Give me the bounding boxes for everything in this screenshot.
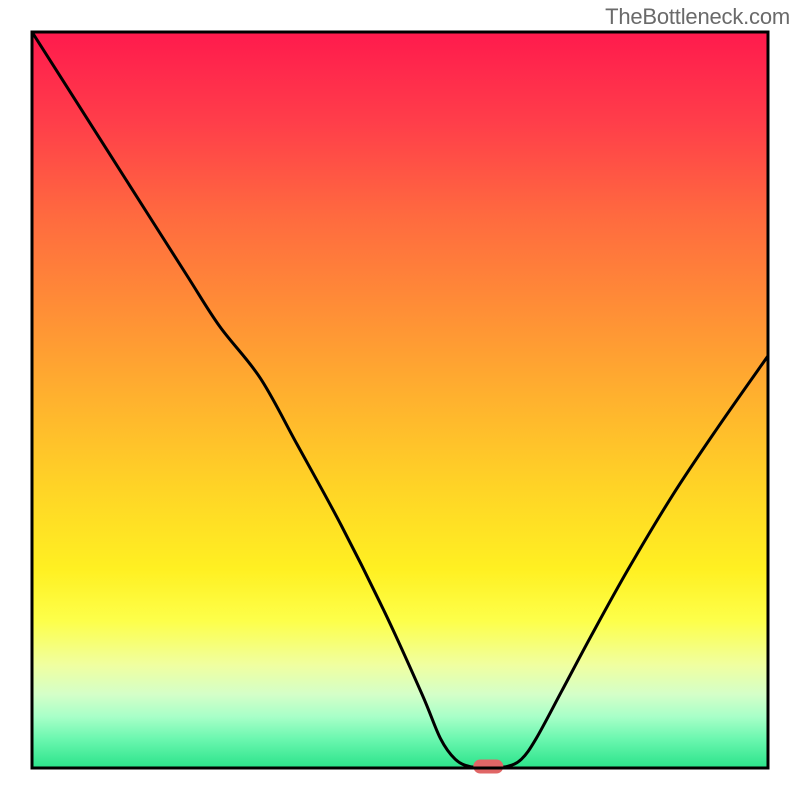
bottleneck-chart bbox=[0, 0, 800, 800]
gradient-background bbox=[32, 32, 768, 768]
watermark-text: TheBottleneck.com bbox=[605, 4, 790, 30]
